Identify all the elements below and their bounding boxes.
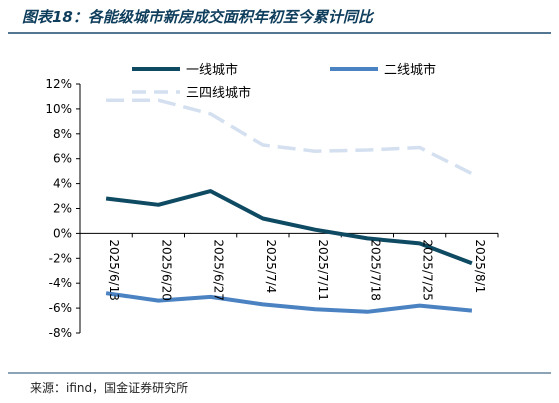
x-tick-label: 2025/7/25 — [421, 239, 435, 301]
y-tick-label: -4% — [49, 276, 72, 290]
series-line-1 — [105, 189, 473, 266]
y-tick-label: 6% — [53, 152, 72, 166]
legend-label-2: 二线城市 — [384, 62, 436, 78]
x-tick-label: 2025/7/11 — [316, 239, 330, 301]
y-tick-label: 0% — [53, 226, 72, 240]
y-tick-label: 10% — [45, 102, 72, 116]
y-tick-label: 8% — [53, 127, 72, 141]
source-note: 来源：ifind，国金证券研究所 — [30, 380, 188, 395]
x-tick-label: 2025/6/27 — [212, 239, 226, 301]
x-tick-label: 2025/6/20 — [159, 239, 173, 301]
series-line-3 — [106, 98, 473, 176]
legend-label-1: 一线城市 — [186, 62, 238, 78]
y-tick-label: -8% — [49, 326, 72, 340]
y-tick-label: 12% — [45, 77, 72, 91]
y-tick-label: 4% — [53, 177, 72, 191]
x-tick-label: 2025/7/4 — [264, 239, 278, 293]
chart-title: 图表18：各能级城市新房成交面积年初至今累计同比 — [22, 8, 375, 26]
y-tick-label: 2% — [53, 202, 72, 216]
series-line-2 — [105, 291, 473, 314]
x-tick-label: 2025/8/1 — [473, 239, 487, 293]
x-tick-label: 2025/6/13 — [107, 239, 121, 301]
legend-label-3: 三四线城市 — [186, 85, 251, 101]
x-tick-label: 2025/7/18 — [368, 239, 382, 301]
y-tick-label: -6% — [49, 301, 72, 315]
y-tick-label: -2% — [49, 251, 72, 265]
plot-area: 12% 10% 8% 6% 4% 2% 0% -2% -4% -6% -8% 2025/6/13 202… — [45, 77, 499, 340]
